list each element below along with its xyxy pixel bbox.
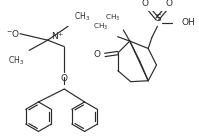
Text: $^{-}$O: $^{-}$O [6, 28, 20, 39]
Text: CH$_3$: CH$_3$ [93, 22, 108, 32]
Text: O: O [142, 0, 149, 8]
Text: CH$_3$: CH$_3$ [8, 55, 24, 67]
Text: O: O [166, 0, 173, 8]
Text: O: O [94, 50, 101, 59]
Text: N$^{+}$: N$^{+}$ [51, 31, 65, 42]
Text: OH: OH [181, 18, 195, 27]
Text: CH$_3$: CH$_3$ [105, 13, 121, 23]
Text: O: O [61, 74, 68, 83]
Text: S: S [155, 14, 161, 23]
Text: CH$_3$: CH$_3$ [73, 10, 90, 23]
